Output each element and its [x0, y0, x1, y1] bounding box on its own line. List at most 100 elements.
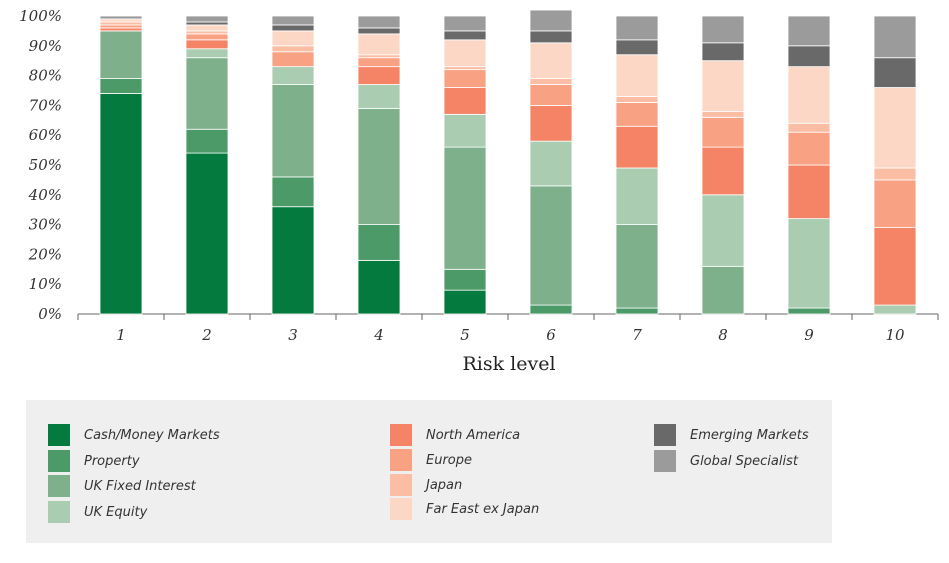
legend-label: UK Equity	[84, 504, 148, 520]
legend-swatch	[390, 474, 412, 496]
legend-swatch	[48, 424, 70, 446]
bar-segment	[873, 57, 917, 88]
legend-label: Property	[84, 453, 140, 469]
bar-segment	[271, 84, 315, 178]
legend-label: Japan	[426, 477, 463, 493]
bar-segment	[873, 167, 917, 181]
bar-segment	[787, 164, 831, 220]
x-tick-label: 6	[546, 326, 556, 344]
y-tick-label: 90%	[29, 37, 62, 55]
x-tick-label: 1	[116, 326, 126, 344]
bar-segment	[443, 66, 487, 71]
chart-bars	[99, 9, 917, 315]
bar-segment	[99, 30, 143, 79]
chart-tick-labels: 0% 10% 20% 30% 40% 50% 60% 70% 80% 90% 100% 1 2 3 4 5 6 7…	[19, 7, 905, 344]
bar-segment	[615, 39, 659, 56]
bar-segment	[357, 107, 401, 225]
bar-segment	[529, 30, 573, 44]
y-tick-label: 70%	[29, 96, 62, 114]
bar-segment	[357, 54, 401, 59]
bar-segment	[529, 84, 573, 106]
bar-segment	[701, 265, 745, 315]
bar-segment	[701, 110, 745, 118]
bar-segment	[443, 113, 487, 148]
legend-swatch	[654, 424, 676, 446]
bar-segment	[185, 57, 229, 130]
bar-segment	[271, 45, 315, 53]
y-tick-label: 40%	[28, 186, 62, 204]
bar-segment	[443, 15, 487, 32]
bar-segment	[529, 42, 573, 79]
bar-segment	[701, 116, 745, 148]
bar-segment	[357, 15, 401, 29]
bar-segment	[615, 54, 659, 97]
legend-label: Far East ex Japan	[426, 501, 540, 517]
legend-item: Japan	[390, 474, 462, 496]
bar-segment	[787, 45, 831, 68]
bar-segment	[615, 167, 659, 225]
y-tick-label: 100%	[19, 7, 62, 25]
bar-segment	[271, 30, 315, 47]
bar-segment	[701, 146, 745, 196]
legend-item: Cash/Money Markets	[48, 424, 220, 446]
bar-segment	[787, 15, 831, 47]
legend-label: Global Specialist	[690, 453, 798, 469]
y-tick-label: 60%	[29, 126, 62, 144]
bar-segment	[615, 307, 659, 315]
legend-item: Global Specialist	[654, 450, 798, 472]
bar-segment	[873, 15, 917, 59]
x-tick-label: 4	[373, 326, 384, 344]
bar-segment	[357, 84, 401, 109]
bar-segment	[185, 33, 229, 41]
bar-segment	[873, 179, 917, 228]
bar-segment	[443, 87, 487, 115]
legend-item: UK Equity	[48, 501, 147, 523]
bar-segment	[271, 206, 315, 315]
bar-segment	[615, 15, 659, 41]
legend-label: North America	[426, 427, 521, 443]
bar-segment	[185, 128, 229, 154]
legend-item: UK Fixed Interest	[48, 475, 196, 497]
bar-segment	[443, 30, 487, 41]
legend-item: Far East ex Japan	[390, 498, 539, 520]
bar-segment	[701, 15, 745, 44]
bar-segment	[787, 131, 831, 166]
bar-segment	[99, 21, 143, 26]
bar-segment	[615, 96, 659, 103]
legend-label: Cash/Money Markets	[84, 427, 220, 443]
legend-label: Europe	[426, 452, 473, 468]
x-tick-label: 5	[460, 326, 470, 344]
bar-segment	[99, 78, 143, 94]
bar-segment	[443, 39, 487, 68]
bar-segment	[99, 24, 143, 29]
bar-segment	[701, 194, 745, 267]
bar-segment	[357, 57, 401, 68]
bar-segment	[357, 66, 401, 85]
chart-axes	[77, 313, 939, 320]
x-tick-label: 2	[201, 326, 212, 344]
x-axis-title: Risk level	[462, 353, 555, 375]
bar-segment	[443, 289, 487, 315]
chart-legend: Cash/Money Markets Property UK Fixed Inter…	[26, 400, 832, 543]
x-tick-label: 3	[288, 326, 298, 344]
y-tick-label: 20%	[28, 245, 62, 263]
legend-swatch	[48, 501, 70, 523]
bar-segment	[615, 102, 659, 127]
bar-segment	[787, 307, 831, 315]
bar-segment	[615, 125, 659, 169]
bar-segment	[529, 304, 573, 315]
bar-segment	[529, 185, 573, 306]
bar-segment	[701, 42, 745, 62]
y-tick-label: 0%	[38, 305, 62, 323]
bar-segment	[271, 15, 315, 26]
legend-swatch	[654, 450, 676, 472]
bar-segment	[357, 259, 401, 315]
bar-segment	[529, 9, 573, 32]
bar-segment	[271, 66, 315, 85]
legend-label: UK Fixed Interest	[84, 478, 196, 494]
legend-swatch	[48, 475, 70, 497]
bar-segment	[787, 66, 831, 124]
bar-segment	[529, 105, 573, 142]
bar-segment	[271, 51, 315, 68]
bar-segment	[615, 224, 659, 309]
